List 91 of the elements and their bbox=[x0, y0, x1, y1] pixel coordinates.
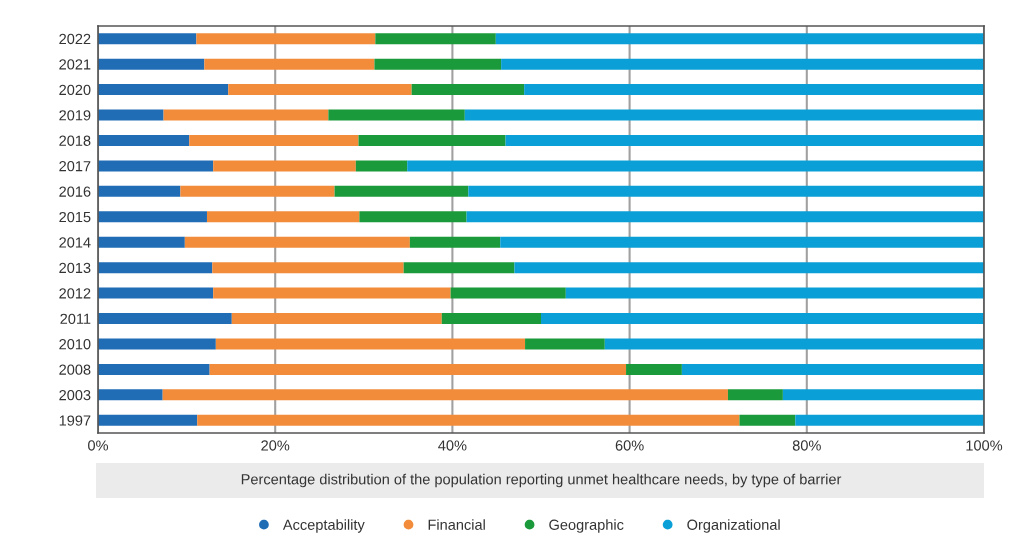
bar bbox=[524, 84, 984, 96]
bar bbox=[495, 33, 984, 45]
bar bbox=[197, 414, 740, 426]
bar bbox=[505, 135, 984, 146]
bar bbox=[98, 84, 229, 96]
y-tick-label: 2014 bbox=[59, 237, 91, 248]
bar bbox=[231, 313, 442, 324]
bar bbox=[180, 185, 335, 197]
bar bbox=[228, 84, 412, 96]
bar bbox=[374, 58, 502, 70]
bar bbox=[98, 363, 210, 375]
bar bbox=[604, 338, 984, 350]
bar bbox=[500, 236, 984, 248]
legend-label: Financial bbox=[428, 519, 485, 530]
bar bbox=[98, 185, 181, 197]
bar bbox=[739, 414, 796, 426]
y-tick-label: 2016 bbox=[59, 186, 91, 197]
x-tick-label: 60% bbox=[615, 440, 644, 451]
bar bbox=[328, 109, 465, 121]
x-tick-label: 20% bbox=[261, 440, 290, 451]
bar bbox=[213, 160, 356, 172]
y-tick-label: 2019 bbox=[59, 110, 91, 121]
bar bbox=[466, 211, 984, 223]
y-tick-label: 2018 bbox=[59, 135, 91, 146]
legend-label: Geographic bbox=[549, 519, 624, 533]
bar bbox=[450, 287, 566, 299]
x-tick-label: 80% bbox=[792, 440, 821, 451]
bar bbox=[98, 160, 214, 172]
bar bbox=[441, 313, 541, 324]
bar bbox=[209, 363, 627, 375]
bar bbox=[355, 160, 408, 172]
bar bbox=[98, 287, 214, 299]
y-tick-label: 2022 bbox=[59, 33, 91, 45]
y-tick-label: 2013 bbox=[59, 262, 91, 274]
bar bbox=[163, 109, 329, 121]
y-tick-label: 2003 bbox=[59, 389, 91, 401]
bar bbox=[525, 338, 605, 350]
bar bbox=[727, 389, 783, 401]
bar bbox=[464, 109, 984, 121]
bar bbox=[98, 33, 197, 45]
bar bbox=[162, 389, 728, 401]
bar bbox=[98, 262, 213, 274]
bar bbox=[98, 135, 190, 146]
y-tick-label: 2021 bbox=[59, 59, 91, 70]
bar bbox=[541, 313, 984, 324]
y-tick-label: 2020 bbox=[59, 84, 91, 96]
bar bbox=[215, 338, 526, 350]
bar bbox=[189, 135, 359, 146]
y-tick-label: 1997 bbox=[59, 415, 91, 426]
x-axis-title: Percentage distribution of the population reporting unmet healthcare needs, by type of barrier bbox=[241, 473, 842, 488]
bar bbox=[334, 185, 469, 197]
bar bbox=[468, 185, 984, 197]
y-tick-label: 2017 bbox=[59, 161, 91, 172]
y-tick-label: 2010 bbox=[59, 339, 91, 350]
bar bbox=[213, 287, 451, 299]
bar bbox=[795, 414, 984, 426]
bar bbox=[411, 84, 525, 96]
bar bbox=[403, 262, 515, 274]
bar bbox=[184, 236, 410, 248]
bar bbox=[359, 211, 467, 223]
bar bbox=[98, 58, 205, 70]
x-tick-label: 0% bbox=[88, 440, 109, 451]
y-tick-label: 2008 bbox=[59, 364, 91, 375]
legend-label: Organizational bbox=[687, 519, 780, 533]
bar bbox=[98, 338, 216, 350]
bar bbox=[409, 236, 501, 248]
bar bbox=[782, 389, 984, 401]
bar bbox=[514, 262, 984, 274]
y-tick-label: 2011 bbox=[60, 313, 91, 324]
bar bbox=[626, 363, 682, 375]
bar bbox=[204, 58, 375, 70]
bar bbox=[98, 389, 163, 401]
legend-label: Acceptability bbox=[282, 519, 365, 533]
bar bbox=[358, 135, 506, 146]
bar bbox=[212, 262, 404, 274]
bar bbox=[98, 236, 185, 248]
bar bbox=[206, 211, 360, 223]
bar bbox=[565, 287, 984, 299]
bar bbox=[375, 33, 496, 45]
bar bbox=[98, 414, 198, 426]
bar bbox=[501, 58, 984, 70]
y-tick-label: 2015 bbox=[59, 211, 91, 223]
bar bbox=[681, 363, 984, 375]
x-tick-label: 40% bbox=[438, 440, 467, 451]
bar bbox=[407, 160, 984, 172]
bar bbox=[98, 313, 232, 324]
y-tick-label: 2012 bbox=[59, 288, 91, 299]
bar bbox=[98, 109, 164, 121]
x-tick-label: 100% bbox=[966, 440, 1003, 451]
bar bbox=[98, 211, 207, 223]
bar bbox=[196, 33, 376, 45]
